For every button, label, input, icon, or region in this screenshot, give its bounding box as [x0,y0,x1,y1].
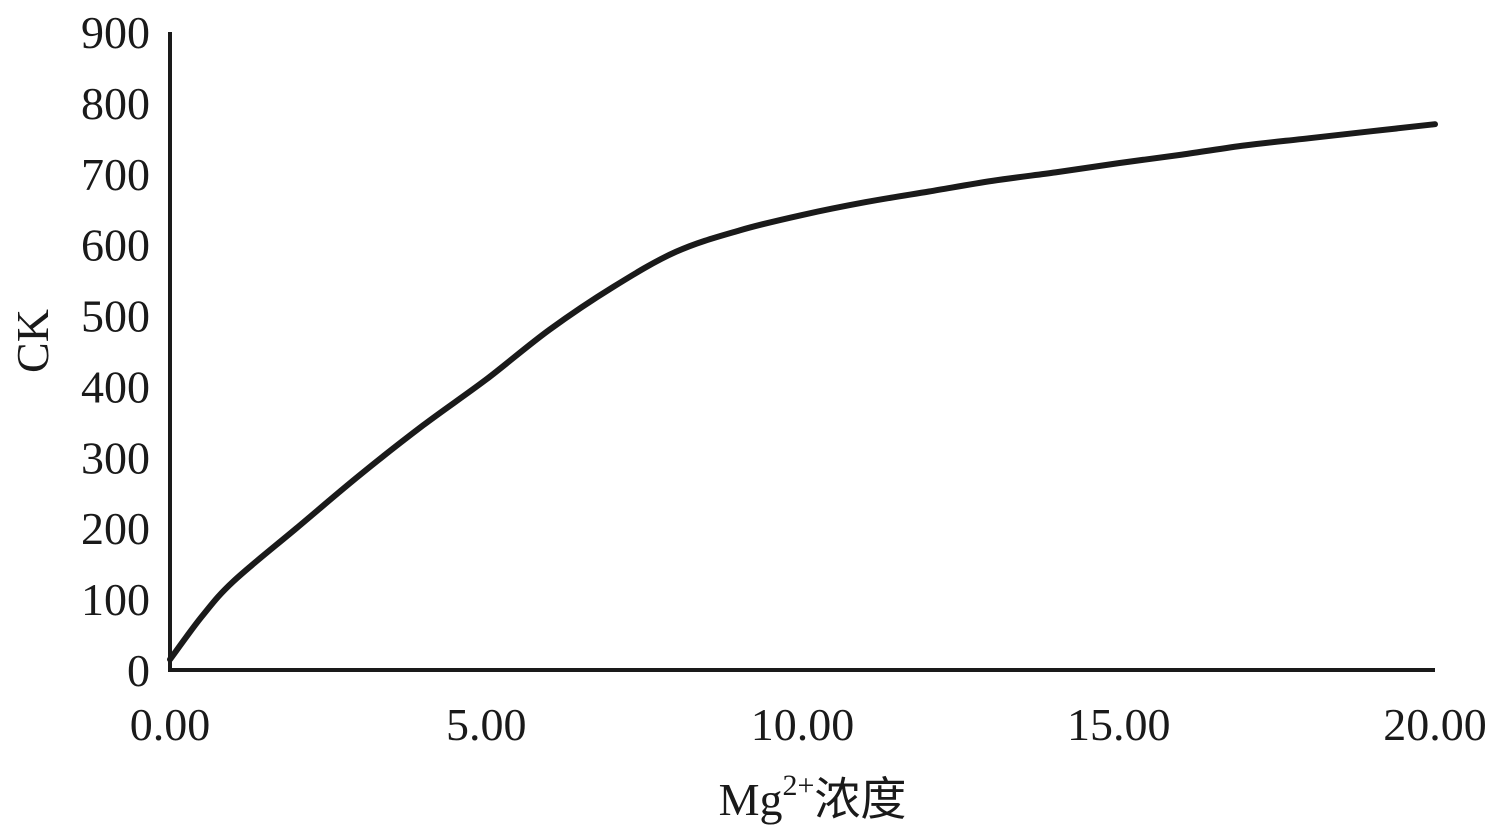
x-tick-label: 0.00 [130,699,211,750]
y-tick-label: 400 [81,361,150,412]
x-axis-title: Mg2+浓度 [719,769,907,825]
x-axis-title-suffix: 浓度 [814,774,906,825]
y-axis-ticks: 0 100 200 300 400 500 600 700 800 900 [81,7,150,696]
y-tick-label: 600 [81,220,150,271]
x-axis-title-main: Mg [719,774,783,825]
x-tick-label: 20.00 [1383,699,1487,750]
y-tick-label: 200 [81,503,150,554]
y-tick-label: 700 [81,149,150,200]
y-tick-label: 0 [127,645,150,696]
x-tick-label: 15.00 [1067,699,1171,750]
y-tick-label: 300 [81,432,150,483]
y-axis-title: CK [7,309,58,373]
x-axis-title-superscript: 2+ [782,769,814,802]
y-tick-label: 800 [81,78,150,129]
y-tick-label: 900 [81,7,150,58]
y-tick-label: 500 [81,291,150,342]
x-tick-label: 5.00 [446,699,527,750]
x-tick-label: 10.00 [751,699,855,750]
y-tick-label: 100 [81,574,150,625]
x-axis-ticks: 0.00 5.00 10.00 15.00 20.00 [130,699,1487,750]
series-line [167,121,1438,663]
